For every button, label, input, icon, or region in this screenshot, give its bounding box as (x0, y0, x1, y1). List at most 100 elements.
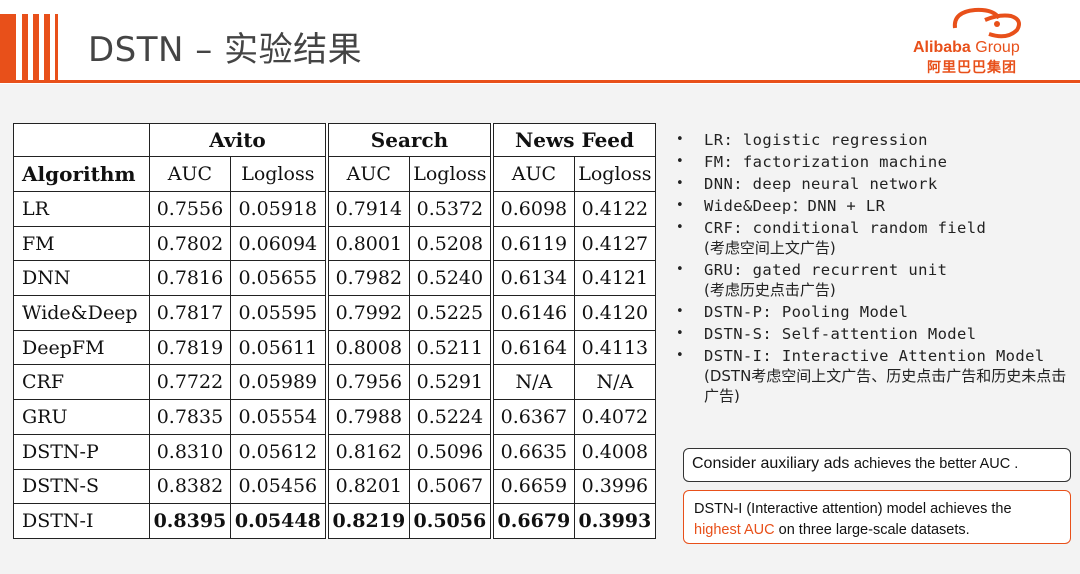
bullet-icon: • (676, 198, 684, 213)
algorithm-name: DSTN-S (12, 468, 151, 505)
metric-cell: 0.4121 (573, 260, 657, 297)
metric-header: Logloss (229, 156, 328, 192)
algorithm-name: DNN (12, 260, 151, 297)
callout-line-2: highest AUC on three large-scale dataset… (694, 522, 970, 538)
logo-chinese-text: 阿里巴巴集团 (927, 60, 1017, 76)
metric-header: AUC (324, 156, 410, 192)
metric-cell: 0.7819 (149, 329, 231, 366)
note-text: Wide&Deep：DNN + LR (704, 197, 886, 215)
metric-cell: 0.6367 (490, 399, 575, 435)
results-table: Avito Search News Feed Algorithm AUC Log… (12, 123, 657, 539)
metric-cell: 0.6146 (490, 295, 575, 331)
metric-cell: 0.05989 (229, 364, 328, 401)
metric-cell: 0.4122 (573, 191, 657, 227)
note-content: FM: factorization machine (704, 152, 947, 172)
metric-cell: 0.7556 (149, 191, 231, 227)
metric-cell: 0.7956 (324, 364, 410, 401)
note-subtext: (考虑空间上文广告) (704, 239, 836, 257)
alibaba-logo: Alibaba Group 阿里巴巴集团 (905, 4, 1075, 76)
note-item: • DSTN-I: Interactive Attention Model (DST… (676, 346, 1076, 406)
metric-cell: 0.5067 (408, 468, 493, 505)
auxiliary-ads-callout: Consider auxiliary ads achieves the bett… (683, 448, 1071, 482)
note-text: DNN: deep neural network (704, 175, 938, 193)
metric-cell: 0.7817 (149, 295, 231, 331)
metric-cell: 0.6164 (490, 329, 575, 366)
metric-cell: 0.7914 (324, 191, 410, 227)
metric-cell: 0.8395 (149, 503, 231, 539)
title-underline (0, 80, 1080, 83)
algorithm-name: DeepFM (12, 329, 151, 366)
metric-cell: 0.5096 (408, 433, 493, 470)
note-item: • CRF: conditional random field (考虑空间上文广告) (676, 218, 1076, 258)
table-row: GRU 0.7835 0.05554 0.7988 0.5224 0.6367 0.4072 (12, 399, 657, 435)
note-text: DSTN-I: Interactive Attention Model (704, 347, 1045, 365)
table-row: DNN 0.7816 0.05655 0.7982 0.5240 0.6134 0.4121 (12, 260, 657, 297)
table-row: CRF 0.7722 0.05989 0.7956 0.5291 N/A N/A (12, 364, 657, 401)
metric-cell: 0.5372 (408, 191, 493, 227)
slide-header: DSTN – 实验结果 Alibaba Group 阿里巴巴集团 (0, 0, 1080, 84)
metric-cell: 0.8001 (324, 225, 410, 262)
table-row: DSTN-P 0.8310 0.05612 0.8162 0.5096 0.6635 0.4… (12, 433, 657, 470)
note-text: DSTN-S: Self-attention Model (704, 325, 977, 343)
metric-cell: 0.5225 (408, 295, 493, 331)
callout-text-rest: achieves the better AUC . (853, 456, 1019, 472)
algorithm-name: DSTN-I (12, 503, 151, 539)
note-item: • LR: logistic regression (676, 130, 1076, 150)
metric-cell: 0.4120 (573, 295, 657, 331)
note-content: DNN: deep neural network (704, 174, 938, 194)
note-text: FM: factorization machine (704, 153, 948, 171)
callout-line-1: DSTN-I (Interactive attention) model ach… (694, 501, 1012, 517)
metric-cell: 0.7802 (149, 225, 231, 262)
note-item: • Wide&Deep：DNN + LR (676, 196, 1076, 216)
note-item: • FM: factorization machine (676, 152, 1076, 172)
slide-title: DSTN – 实验结果 (88, 30, 363, 70)
bullet-icon: • (676, 326, 684, 341)
note-content: DSTN-S: Self-attention Model (704, 324, 977, 344)
algorithm-header: Algorithm (12, 156, 151, 192)
results-table-container: Avito Search News Feed Algorithm AUC Log… (12, 123, 657, 539)
group-header-newsfeed: News Feed (490, 123, 657, 157)
note-text: DSTN-P: Pooling Model (704, 303, 909, 321)
metric-cell: 0.05918 (229, 191, 328, 227)
note-item: • DSTN-P: Pooling Model (676, 302, 1076, 322)
metric-cell: 0.05655 (229, 260, 328, 297)
bullet-icon: • (676, 176, 684, 191)
bullet-icon: • (676, 348, 684, 363)
metric-cell: 0.8382 (149, 468, 231, 505)
note-item: • DNN: deep neural network (676, 174, 1076, 194)
note-item: • DSTN-S: Self-attention Model (676, 324, 1076, 344)
metric-cell: 0.05612 (229, 433, 328, 470)
metric-cell: 0.7982 (324, 260, 410, 297)
table-row: FM 0.7802 0.06094 0.8001 0.5208 0.6119 0.4127 (12, 225, 657, 262)
note-text: CRF: conditional random field (704, 219, 987, 237)
metric-cell: 0.7816 (149, 260, 231, 297)
metric-cell: 0.7835 (149, 399, 231, 435)
group-header-search: Search (324, 123, 493, 157)
metric-cell: 0.6134 (490, 260, 575, 297)
metric-cell: 0.4113 (573, 329, 657, 366)
metric-cell: 0.4127 (573, 225, 657, 262)
bullet-icon: • (676, 220, 684, 235)
group-header-avito: Avito (149, 123, 328, 157)
note-item: • GRU: gated recurrent unit (考虑历史点击广告) (676, 260, 1076, 300)
note-content: DSTN-P: Pooling Model (704, 302, 908, 322)
note-text: GRU: gated recurrent unit (704, 261, 948, 279)
algorithm-name: Wide&Deep (12, 295, 151, 331)
table-row: DeepFM 0.7819 0.05611 0.8008 0.5211 0.6164 0.4… (12, 329, 657, 366)
algorithm-notes: • LR: logistic regression • FM: factorizati… (676, 130, 1076, 408)
metric-cell: 0.7988 (324, 399, 410, 435)
metric-cell: 0.5056 (408, 503, 493, 539)
note-content: Wide&Deep：DNN + LR (704, 196, 885, 216)
note-content: CRF: conditional random field (考虑空间上文广告) (704, 218, 986, 258)
algorithm-name: DSTN-P (12, 433, 151, 470)
metric-cell: 0.05611 (229, 329, 328, 366)
metric-cell: 0.6098 (490, 191, 575, 227)
metric-cell: 0.5211 (408, 329, 493, 366)
metric-cell: 0.8162 (324, 433, 410, 470)
table-row: Wide&Deep 0.7817 0.05595 0.7992 0.5225 0.6146… (12, 295, 657, 331)
metric-cell: 0.6679 (490, 503, 575, 539)
callout-text-prefix: Consider auxiliary ads (692, 455, 854, 472)
metric-cell: N/A (573, 364, 657, 401)
metric-header: Logloss (573, 156, 657, 192)
note-content: GRU: gated recurrent unit (考虑历史点击广告) (704, 260, 947, 300)
